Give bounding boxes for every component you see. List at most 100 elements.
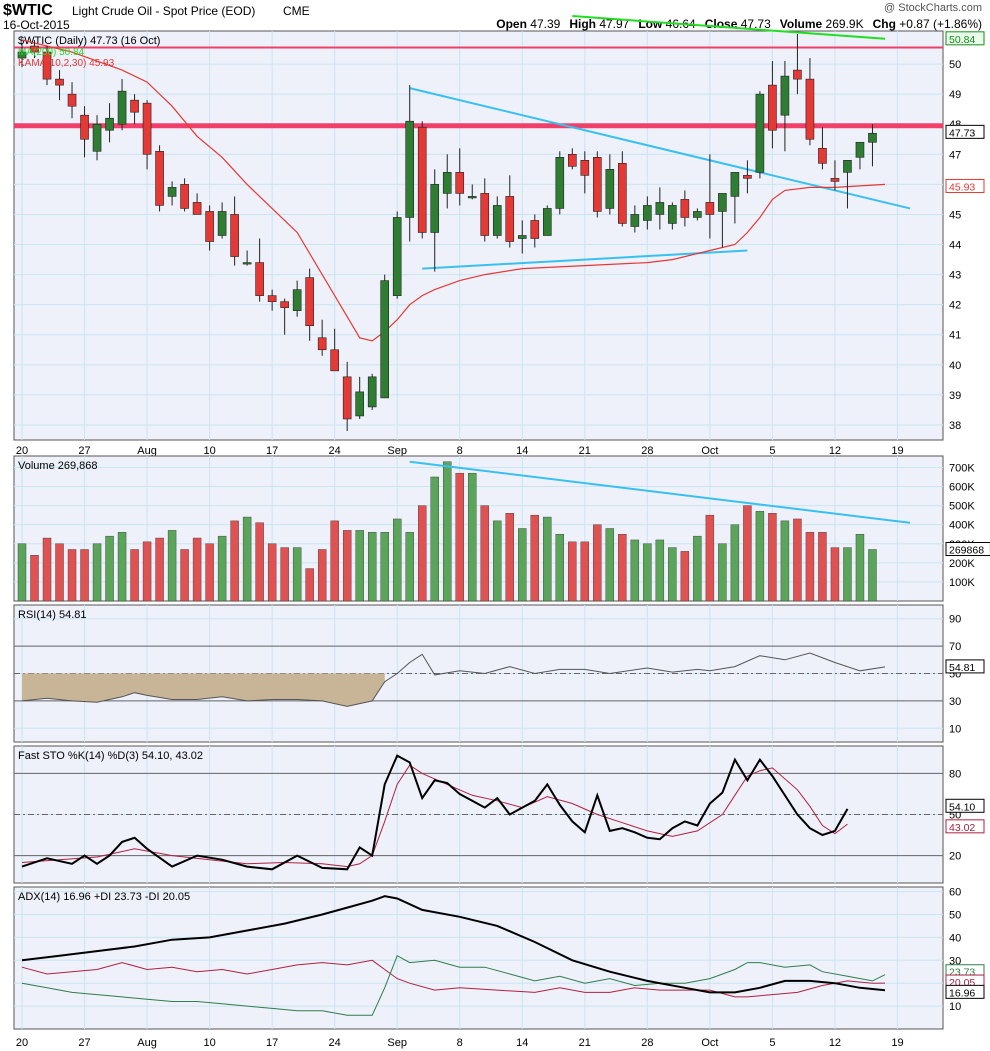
volume-bar — [868, 549, 877, 602]
ohlc-value: +0.87 (+1.86%) — [899, 17, 982, 31]
volume-bar — [330, 520, 339, 602]
panel-title: Volume 269,868 — [18, 460, 98, 472]
candle-body — [568, 154, 577, 167]
volume-bar — [380, 532, 389, 602]
panel-title: Fast STO %K(14) %D(3) 54.10, 43.02 — [18, 750, 203, 762]
trendline — [409, 87, 911, 210]
candle-body — [155, 150, 164, 206]
volume-bar — [693, 535, 702, 602]
volume-bar — [430, 476, 439, 602]
volume-bar — [505, 513, 514, 602]
candle-body — [230, 214, 239, 257]
ohlc-value: 47.39 — [530, 17, 561, 31]
y-tick-label: 700K — [949, 462, 975, 474]
x-tick-label: 19 — [891, 445, 903, 457]
candle-body — [67, 93, 77, 107]
y-tick-label: 100K — [949, 577, 975, 589]
candle-body — [242, 262, 252, 265]
value-badge — [945, 659, 985, 674]
candle-body — [830, 178, 840, 182]
volume-bar — [17, 543, 27, 602]
y-tick-label: 90 — [949, 614, 961, 626]
legend-ma200: MA(200) 50.84 — [18, 47, 85, 58]
value-badge-label: 43.02 — [949, 822, 975, 834]
ohlc-high: High 47.97 — [569, 17, 629, 31]
candle-body — [267, 295, 277, 302]
candle-body — [668, 205, 677, 224]
candle-body — [217, 211, 227, 236]
volume-bar — [242, 516, 252, 602]
rsi-line — [21, 652, 886, 707]
candle-body — [768, 84, 777, 131]
candle-body — [730, 172, 740, 197]
volume-bar — [192, 537, 202, 602]
x-tick-label: 27 — [78, 1037, 90, 1049]
y-tick-label: 49 — [949, 89, 961, 101]
volume-bar — [230, 520, 239, 602]
panel-background — [13, 30, 944, 441]
candle-body — [292, 289, 302, 311]
volume-bar — [568, 541, 577, 602]
volume-bar — [267, 543, 277, 602]
x-tick-label: 21 — [579, 445, 591, 457]
value-badge-label: 54.10 — [949, 801, 975, 813]
ohlc-label: Volume — [779, 17, 826, 31]
x-tick-label: 8 — [457, 445, 463, 457]
x-tick-label: 14 — [516, 1037, 528, 1049]
candle-body — [367, 376, 377, 408]
candle-body — [780, 75, 790, 116]
volume-bar — [367, 532, 377, 602]
volume-bar — [67, 549, 77, 602]
candle-body — [92, 123, 102, 152]
value-badge-label: 47.73 — [949, 127, 975, 139]
x-tick-label: 21 — [579, 1037, 591, 1049]
volume-bar — [680, 551, 690, 602]
candle-body — [30, 45, 39, 53]
x-tick-label: Oct — [701, 1037, 718, 1049]
volume-bar — [30, 555, 39, 602]
x-tick-label: 27 — [78, 445, 90, 457]
value-badge-label: 54.81 — [949, 662, 975, 674]
x-tick-label: 20 — [16, 445, 28, 457]
candle-body — [618, 163, 627, 224]
volume-bar — [805, 532, 815, 602]
volume-bar — [105, 535, 114, 602]
candle-body — [130, 99, 139, 113]
candle-body — [180, 184, 189, 209]
volume-bar — [342, 530, 352, 602]
candle-body — [693, 211, 702, 218]
value-badge — [945, 178, 985, 193]
candle-body — [55, 78, 64, 86]
rsi-oversold-fill — [22, 673, 385, 707]
candle-body — [605, 169, 615, 209]
sto-d-line — [21, 764, 848, 868]
x-tick-label: 5 — [769, 445, 775, 457]
volume-bar — [55, 543, 64, 602]
x-tick-label: 28 — [641, 445, 653, 457]
volume-bar — [355, 530, 364, 602]
sto-k-line — [21, 754, 849, 871]
trendline — [422, 249, 748, 270]
volume-bar — [317, 549, 327, 602]
candle-body — [430, 184, 440, 233]
candle-body — [542, 208, 552, 236]
value-badge — [945, 31, 985, 46]
volume-bar — [530, 514, 539, 602]
candle-body — [80, 114, 89, 140]
volume-bar — [280, 547, 289, 602]
volume-bar — [393, 518, 402, 602]
legend-kama: KAMA(10,2,30) 45.93 — [18, 58, 115, 69]
ohlc-label: High — [569, 17, 600, 31]
x-tick-label: Aug — [137, 1037, 157, 1049]
volume-bar — [643, 543, 652, 602]
candle-body — [142, 102, 152, 155]
minus-di-line — [21, 959, 886, 998]
candle-body — [167, 187, 177, 197]
candle-body — [342, 376, 352, 420]
volume-bar — [593, 524, 602, 602]
candle-body — [255, 262, 264, 296]
value-badge-label: 269868 — [949, 545, 984, 557]
